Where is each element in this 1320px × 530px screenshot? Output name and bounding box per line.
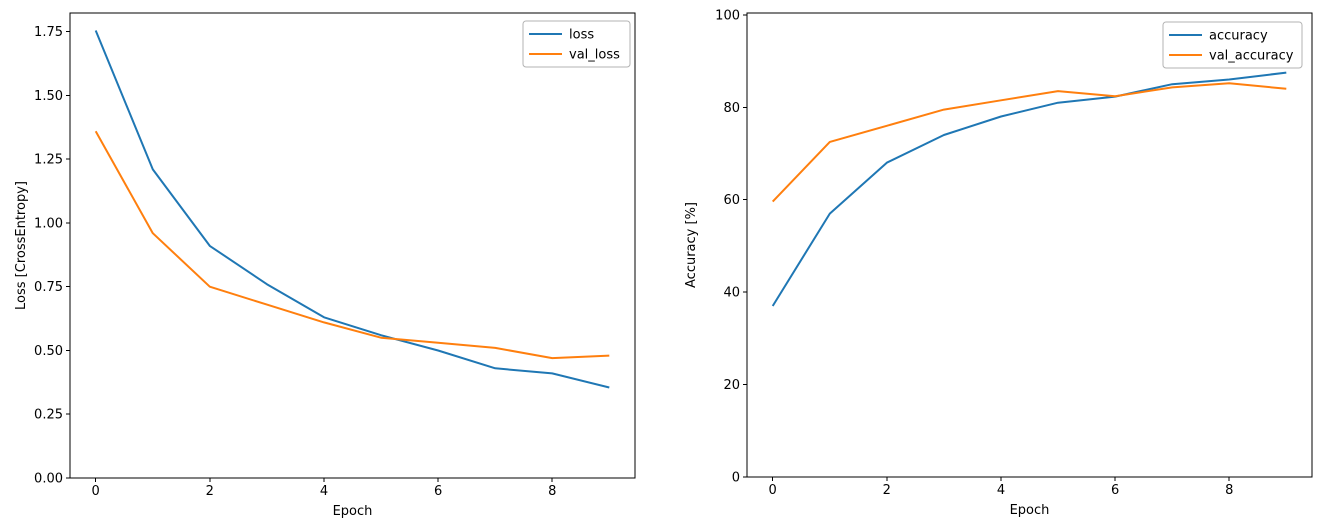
legend-label-val_loss: val_loss xyxy=(569,48,620,63)
y-tick-label: 0.00 xyxy=(34,472,63,487)
y-tick-label: 1.50 xyxy=(34,89,63,104)
x-tick-label: 6 xyxy=(1111,483,1119,498)
y-tick-label: 1.75 xyxy=(34,25,63,40)
loss-chart: 0 2 4 6 8 0.00 0.25 0.50 0.75 1.00 1.25 1.50 1.75 Epo… xyxy=(14,12,636,519)
legend-label-accuracy: accuracy xyxy=(1209,29,1268,44)
x-axis-label: Epoch xyxy=(1010,503,1050,518)
y-tick-label: 0.50 xyxy=(34,344,63,359)
y-axis-label: Loss [CrossEntropy] xyxy=(14,181,29,310)
x-tick-label: 4 xyxy=(997,483,1005,498)
y-tick-label: 0.25 xyxy=(34,408,63,423)
y-tick-label: 60 xyxy=(723,193,740,208)
legend-label-loss: loss xyxy=(569,28,594,43)
legend xyxy=(522,20,631,68)
val_loss-line xyxy=(94,130,610,360)
y-tick-label: 80 xyxy=(723,101,740,116)
x-tick-label: 4 xyxy=(320,484,328,499)
legend xyxy=(1162,21,1303,69)
y-tick-label: 40 xyxy=(723,286,740,301)
y-axis-label: Accuracy [%] xyxy=(684,202,699,288)
x-tick-label: 2 xyxy=(883,483,891,498)
y-tick-label: 1.25 xyxy=(34,153,63,168)
y-tick-label: 20 xyxy=(723,378,740,393)
x-axis-label: Epoch xyxy=(333,504,373,519)
accuracy-line xyxy=(771,71,1287,307)
y-tick-label: 0 xyxy=(732,471,740,486)
y-tick-label: 0.75 xyxy=(34,280,63,295)
x-tick-label: 8 xyxy=(1225,483,1233,498)
y-tick-label: 1.00 xyxy=(34,216,63,231)
x-tick-label: 0 xyxy=(769,483,777,498)
val_accuracy-line xyxy=(771,82,1287,203)
x-tick-label: 6 xyxy=(434,484,442,499)
x-tick-label: 8 xyxy=(548,484,556,499)
plot-border xyxy=(746,12,1313,478)
plot-border xyxy=(69,12,636,479)
legend-label-val_accuracy: val_accuracy xyxy=(1209,49,1294,64)
x-tick-label: 2 xyxy=(206,484,214,499)
y-tick-label: 100 xyxy=(715,8,740,23)
x-tick-label: 0 xyxy=(92,484,100,499)
loss-line xyxy=(94,30,610,389)
